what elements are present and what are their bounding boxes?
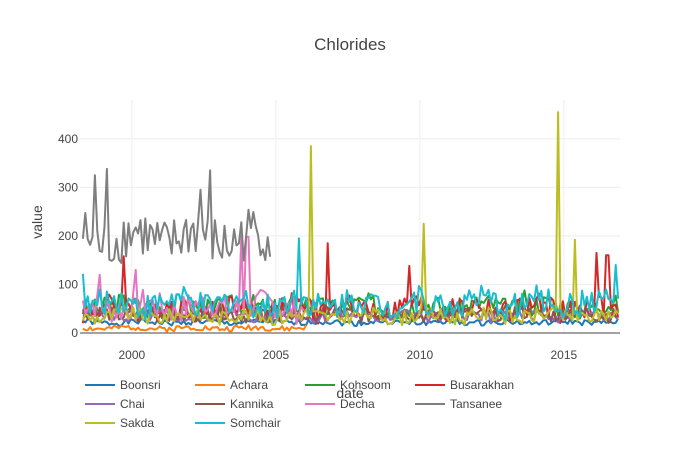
legend-label: Decha [340, 397, 375, 411]
x-axis-title: date [336, 385, 363, 401]
y-tick-label: 200 [58, 229, 78, 243]
y-tick-label: 0 [71, 326, 78, 340]
legend-item-kohsoom[interactable]: Kohsoom [305, 378, 391, 392]
chart-title: Chlorides [314, 35, 386, 54]
x-axis-ticks: 2000 2005 2010 2015 [118, 348, 577, 362]
legend-label: Kohsoom [340, 378, 391, 392]
legend-item-somchair[interactable]: Somchair [195, 416, 281, 430]
x-tick-label: 2010 [406, 348, 433, 362]
legend[interactable]: Boonsri Achara Kohsoom Busarakhan Chai Kannik… [85, 378, 514, 430]
x-tick-label: 2000 [118, 348, 145, 362]
x-tick-label: 2005 [262, 348, 289, 362]
legend-label: Busarakhan [450, 378, 514, 392]
legend-label: Achara [230, 378, 268, 392]
series-lines [81, 111, 620, 333]
legend-label: Somchair [230, 416, 281, 430]
legend-item-tansanee[interactable]: Tansanee [415, 397, 502, 411]
series-line-achara [82, 324, 307, 333]
series-line-sakda [81, 111, 619, 327]
legend-label: Boonsri [120, 378, 161, 392]
legend-label: Chai [120, 397, 145, 411]
y-tick-label: 100 [58, 277, 78, 291]
legend-label: Kannika [230, 397, 274, 411]
y-axis-ticks: 0 100 200 300 400 [58, 132, 78, 340]
legend-item-busarakhan[interactable]: Busarakhan [415, 378, 514, 392]
x-tick-label: 2015 [550, 348, 577, 362]
series-line-tansanee [81, 167, 272, 264]
series-line-kannika [81, 303, 619, 324]
legend-label: Tansanee [450, 397, 502, 411]
series-line-somchair [81, 237, 620, 321]
legend-item-achara[interactable]: Achara [195, 378, 268, 392]
y-tick-label: 400 [58, 132, 78, 146]
legend-item-sakda[interactable]: Sakda [85, 416, 154, 430]
legend-label: Sakda [120, 416, 154, 430]
legend-item-decha[interactable]: Decha [305, 397, 375, 411]
y-tick-label: 300 [58, 180, 78, 194]
legend-item-kannika[interactable]: Kannika [195, 397, 274, 411]
legend-item-chai[interactable]: Chai [85, 397, 145, 411]
y-axis-title: value [29, 205, 45, 239]
legend-item-boonsri[interactable]: Boonsri [85, 378, 161, 392]
